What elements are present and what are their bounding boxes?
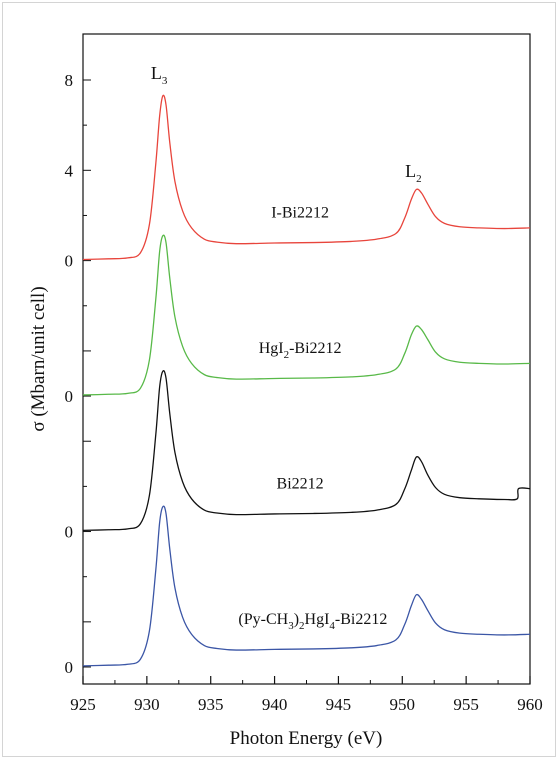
x-tick-label: 955 (453, 695, 479, 714)
x-tick-label: 930 (134, 695, 160, 714)
series-line (82, 505, 531, 667)
series-label: Bi2212 (277, 475, 324, 492)
series-line (82, 94, 531, 261)
x-tick-label: 945 (326, 695, 352, 714)
y-axis-title: σ (Mbarn/unit cell) (28, 286, 49, 431)
series-label: HgI2-Bi2212 (259, 340, 342, 361)
peak-label: L2 (405, 161, 422, 185)
x-tick-label: 960 (517, 695, 543, 714)
x-tick-label: 940 (262, 695, 288, 714)
y-tick-label: 0 (65, 523, 74, 542)
series-label: (Py-CH3)2HgI4-Bi2212 (238, 611, 387, 632)
series-layer: I-Bi2212 HgI2-Bi2212 Bi2212 (Py-CH3)2HgI4-B… (82, 94, 531, 667)
x-axis-title: Photon Energy (eV) (230, 728, 383, 749)
x-axis: 925 930 935 940 945 950 955 960 (70, 676, 543, 714)
y-axis: 8 4 0 0 0 0 (65, 71, 91, 677)
y-tick-label: 8 (65, 71, 74, 90)
annotations: L3 L2 (151, 63, 422, 185)
x-tick-label: 925 (70, 695, 96, 714)
series-line (82, 370, 531, 532)
y-tick-label: 0 (65, 658, 74, 677)
peak-label: L3 (151, 63, 168, 87)
x-tick-label: 950 (390, 695, 416, 714)
x-tick-label: 935 (198, 695, 224, 714)
y-tick-label: 0 (65, 387, 74, 406)
y-tick-label: 0 (65, 252, 74, 271)
series-line (82, 234, 531, 396)
series-label: I-Bi2212 (271, 204, 329, 221)
y-tick-label: 4 (65, 161, 74, 180)
